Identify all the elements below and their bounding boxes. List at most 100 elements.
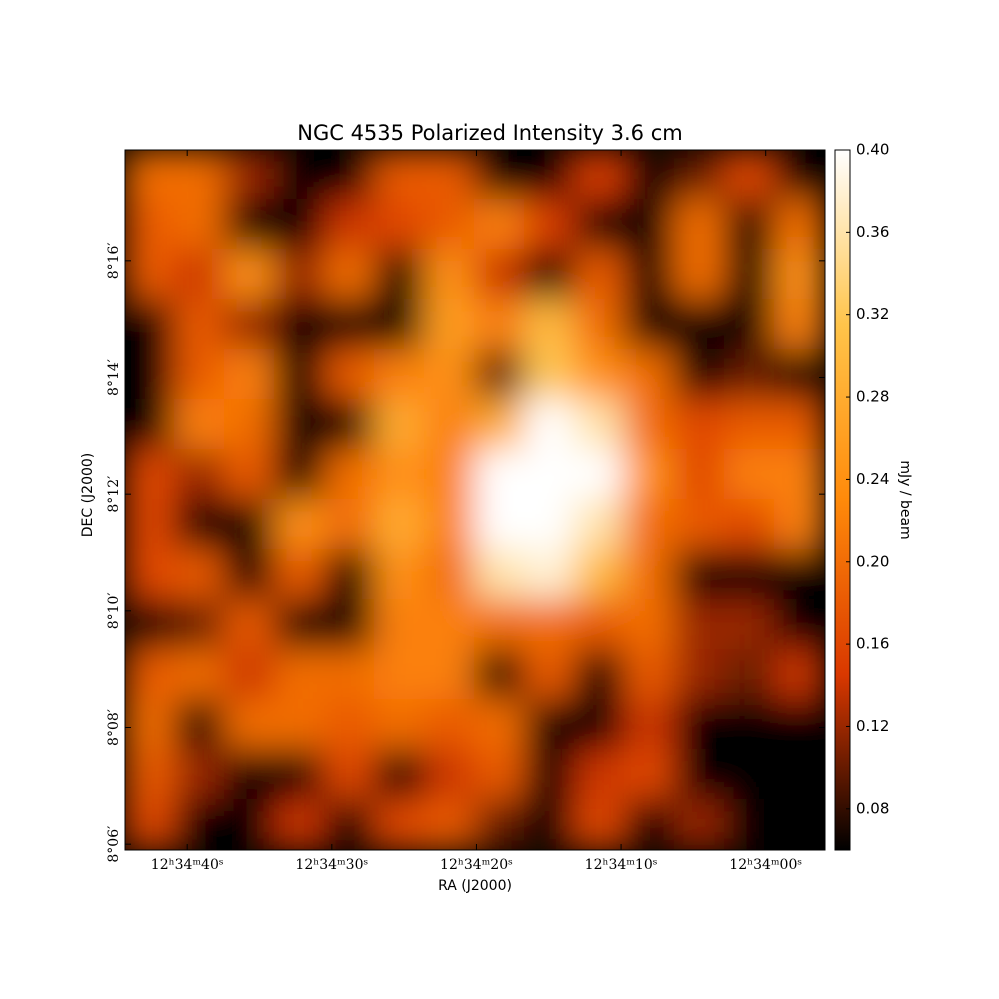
pixel xyxy=(424,499,476,551)
pixel xyxy=(274,299,326,351)
pixel xyxy=(374,150,426,201)
pixel xyxy=(374,799,426,850)
pixel xyxy=(674,799,726,850)
pixel xyxy=(224,199,276,251)
y-tick-label: 8°16′ xyxy=(106,242,122,279)
pixel xyxy=(274,749,326,801)
pixel xyxy=(324,649,376,701)
pixel xyxy=(574,549,626,601)
pixel xyxy=(125,349,176,401)
pixel xyxy=(374,649,426,701)
colorbar-tick-label: 0.40 xyxy=(856,141,889,159)
pixel xyxy=(524,499,576,551)
pixel xyxy=(574,349,626,401)
pixel xyxy=(524,399,576,451)
pixel xyxy=(374,499,426,551)
pixel xyxy=(624,649,676,701)
pixel xyxy=(774,299,825,351)
pixel xyxy=(474,299,526,351)
pixel xyxy=(574,299,626,351)
pixel xyxy=(674,299,726,351)
pixel xyxy=(774,449,825,501)
pixel xyxy=(374,549,426,601)
pixel xyxy=(224,449,276,501)
pixel xyxy=(474,549,526,601)
pixel xyxy=(474,599,526,651)
pixel xyxy=(624,150,676,201)
colorbar-label: mJy / beam xyxy=(897,460,913,539)
pixel xyxy=(724,249,776,301)
pixel xyxy=(724,699,776,751)
pixel xyxy=(674,649,726,701)
colorbar-tick-label: 0.08 xyxy=(856,799,889,817)
pixel xyxy=(324,150,376,201)
pixel xyxy=(474,749,526,801)
pixel xyxy=(324,399,376,451)
pixel xyxy=(524,199,576,251)
pixel xyxy=(524,349,576,401)
pixel xyxy=(374,749,426,801)
colorbar-tick-label: 0.28 xyxy=(856,388,889,406)
pixel xyxy=(274,399,326,451)
pixel xyxy=(524,150,576,201)
pixel xyxy=(574,199,626,251)
pixel xyxy=(524,549,576,601)
colorbar-tick-label: 0.16 xyxy=(856,635,889,653)
pixel xyxy=(524,249,576,301)
pixel xyxy=(374,249,426,301)
x-tick-label: 12ʰ34ᵐ30ˢ xyxy=(295,857,368,873)
pixel xyxy=(424,249,476,301)
pixel xyxy=(324,749,376,801)
y-axis-label: DEC (J2000) xyxy=(80,453,96,538)
pixel xyxy=(574,599,626,651)
pixel xyxy=(674,199,726,251)
pixel xyxy=(624,749,676,801)
pixel xyxy=(624,799,676,850)
pixel xyxy=(174,299,226,351)
pixel xyxy=(125,599,176,651)
pixel xyxy=(174,699,226,751)
pixel xyxy=(474,699,526,751)
pixel xyxy=(424,799,476,850)
pixel xyxy=(674,399,726,451)
pixel xyxy=(524,599,576,651)
pixel xyxy=(624,249,676,301)
pixel xyxy=(774,349,825,401)
pixel xyxy=(174,349,226,401)
pixel xyxy=(125,199,176,251)
pixel xyxy=(274,799,326,850)
y-tick-label: 8°06′ xyxy=(106,826,122,863)
pixel xyxy=(274,349,326,401)
pixel xyxy=(524,449,576,501)
pixel xyxy=(424,349,476,401)
pixel xyxy=(224,249,276,301)
pixel xyxy=(474,649,526,701)
pixel xyxy=(724,649,776,701)
pixel xyxy=(774,549,825,601)
pixel xyxy=(624,699,676,751)
pixel xyxy=(224,299,276,351)
pixel xyxy=(125,150,176,201)
y-tick-label: 8°14′ xyxy=(106,359,122,396)
colorbar-tick-label: 0.24 xyxy=(856,470,889,488)
chart-title: NGC 4535 Polarized Intensity 3.6 cm xyxy=(297,121,682,145)
pixel xyxy=(524,699,576,751)
pixel xyxy=(125,499,176,551)
pixel xyxy=(674,599,726,651)
pixel xyxy=(574,649,626,701)
pixel xyxy=(574,249,626,301)
pixel xyxy=(674,449,726,501)
pixel xyxy=(474,499,526,551)
pixel xyxy=(474,449,526,501)
pixel xyxy=(424,599,476,651)
pixel xyxy=(474,349,526,401)
pixel xyxy=(324,299,376,351)
pixel xyxy=(724,749,776,801)
pixel xyxy=(224,799,276,850)
pixel xyxy=(424,399,476,451)
pixel xyxy=(174,649,226,701)
pixel xyxy=(125,449,176,501)
y-tick-label: 8°10′ xyxy=(106,592,122,629)
pixel xyxy=(624,349,676,401)
pixel xyxy=(324,249,376,301)
